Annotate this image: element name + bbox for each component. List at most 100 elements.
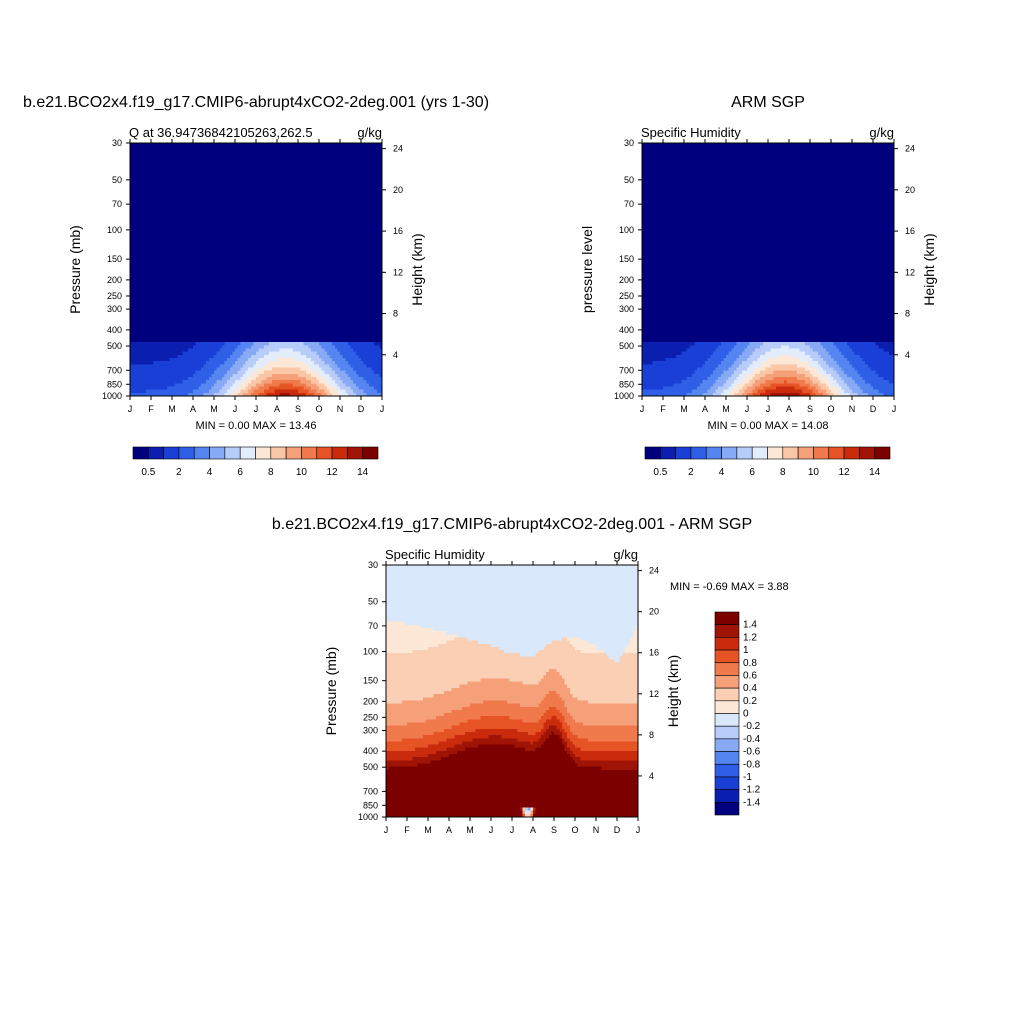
field-cell [198, 199, 202, 204]
field-cell [216, 161, 220, 166]
field-cell [363, 171, 367, 176]
field-cell [200, 174, 205, 179]
field-cell [195, 212, 199, 217]
field-cell [332, 203, 336, 207]
field-cell [174, 225, 178, 229]
field-cell [148, 180, 152, 185]
field-cell [295, 165, 299, 169]
field-cell [366, 190, 370, 195]
field-cell [316, 203, 320, 207]
field-cell [345, 177, 349, 182]
field-cell [219, 193, 223, 198]
field-cell [206, 196, 210, 201]
field-cell [350, 241, 354, 245]
field-cell [316, 152, 320, 157]
field-cell [347, 218, 352, 223]
field-cell [187, 196, 191, 201]
field-cell [284, 231, 289, 236]
field-cell [277, 209, 281, 214]
field-cell [203, 247, 207, 252]
field-cell [371, 199, 375, 204]
field-cell [182, 206, 186, 211]
field-cell [130, 187, 134, 192]
field-cell [221, 244, 226, 248]
field-cell [319, 206, 323, 211]
field-cell [200, 165, 205, 169]
field-cell [282, 187, 286, 192]
field-cell [366, 149, 370, 154]
field-cell [366, 193, 370, 198]
field-cell [321, 241, 325, 245]
field-cell [269, 218, 273, 223]
field-cell [371, 168, 375, 173]
field-cell [313, 190, 317, 195]
field-cell [158, 199, 163, 204]
field-cell [227, 180, 231, 185]
field-cell [227, 161, 231, 166]
field-cell [140, 165, 144, 169]
field-cell [324, 143, 328, 147]
field-cell [271, 180, 275, 185]
field-cell [214, 196, 218, 201]
field-cell [298, 203, 302, 207]
field-cell [200, 180, 205, 185]
field-cell [172, 168, 176, 173]
field-cell [345, 215, 349, 220]
field-cell [169, 234, 173, 239]
field-cell [298, 218, 302, 223]
field-cell [248, 218, 252, 223]
field-cell [248, 158, 252, 163]
field-cell [340, 218, 344, 223]
field-cell [137, 168, 142, 173]
field-cell [363, 158, 367, 163]
field-cell [143, 146, 147, 150]
field-cell [319, 174, 323, 179]
field-cell [250, 146, 254, 150]
field-cell [313, 155, 317, 160]
field-cell [361, 212, 365, 217]
field-cell [187, 190, 191, 195]
field-cell [371, 203, 375, 207]
field-cell [229, 212, 233, 217]
field-cell [340, 174, 344, 179]
field-cell [235, 174, 239, 179]
field-cell [190, 228, 194, 233]
field-cell [368, 222, 373, 226]
field-cell [326, 212, 331, 217]
field-cell [263, 218, 268, 223]
field-cell [135, 152, 139, 157]
field-cell [156, 215, 160, 220]
field-cell [298, 187, 302, 192]
field-cell [355, 158, 359, 163]
field-cell [203, 146, 207, 150]
field-cell [374, 225, 378, 229]
field-cell [374, 228, 378, 233]
field-cell [337, 196, 341, 201]
field-cell [326, 196, 331, 201]
field-cell [130, 196, 134, 201]
field-cell [135, 146, 139, 150]
field-cell [200, 193, 205, 198]
field-cell [277, 143, 281, 147]
field-cell [261, 244, 265, 248]
field-cell [156, 218, 160, 223]
field-cell [363, 203, 367, 207]
field-cell [151, 203, 155, 207]
field-cell [174, 234, 178, 239]
field-cell [305, 190, 310, 195]
field-cell [355, 193, 359, 198]
field-cell [237, 146, 241, 150]
field-cell [368, 241, 373, 245]
field-cell [193, 149, 197, 154]
field-cell [214, 184, 218, 188]
field-cell [324, 196, 328, 201]
field-cell [187, 241, 191, 245]
field-cell [371, 155, 375, 160]
field-cell [256, 206, 260, 211]
field-cell [179, 209, 184, 214]
field-cell [295, 168, 299, 173]
field-cell [253, 222, 257, 226]
field-cell [305, 209, 310, 214]
field-cell [256, 228, 260, 233]
field-cell [248, 244, 252, 248]
